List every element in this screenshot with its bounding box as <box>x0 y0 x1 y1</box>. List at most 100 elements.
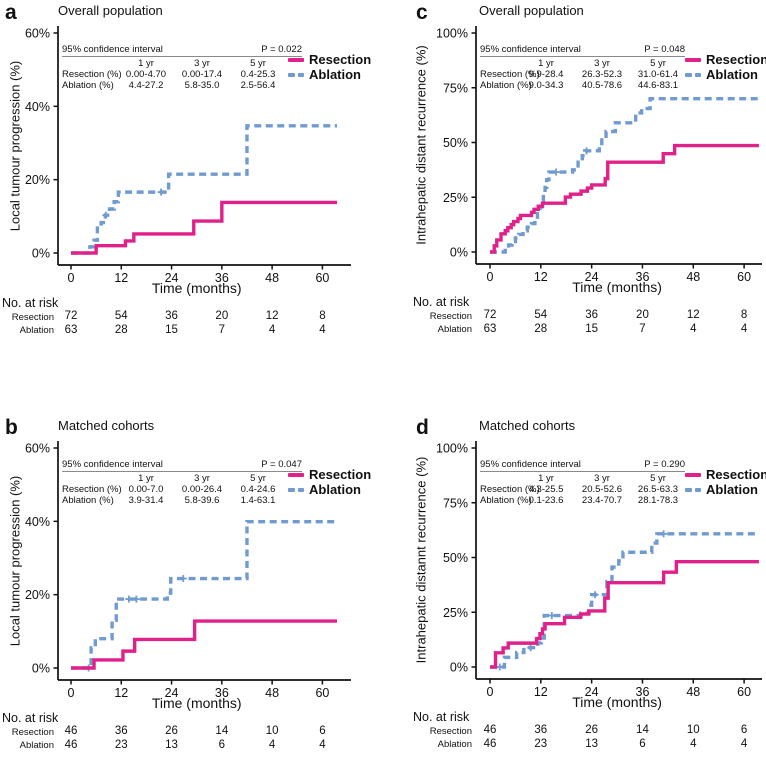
risk-count: 46 <box>483 737 497 750</box>
panel-title: Matched cohorts <box>58 418 155 433</box>
risk-table-title: No. at risk <box>413 295 470 309</box>
x-tick-label: 60 <box>315 271 329 285</box>
y-tick-label: 25% <box>443 191 468 205</box>
ci-row-label: Resection (%) <box>62 484 122 495</box>
risk-count: 20 <box>636 309 649 321</box>
dash <box>297 487 304 492</box>
p-value: P = 0.048 <box>644 44 685 55</box>
ci-table-header: 95% confidence interval <box>480 44 581 55</box>
risk-count: 28 <box>534 322 548 335</box>
curve-resection <box>71 200 338 255</box>
risk-count: 72 <box>483 309 497 321</box>
legend-item-resection: Resection <box>685 52 766 67</box>
risk-count: 54 <box>114 310 128 322</box>
x-tick-label: 48 <box>265 271 279 285</box>
ci-value: 0.00-26.4 <box>181 484 223 495</box>
ci-value: 28.1-78.3 <box>637 495 679 506</box>
risk-count: 28 <box>114 323 128 336</box>
risk-count: 12 <box>686 309 700 321</box>
legend-item-resection: Resection <box>685 467 766 482</box>
ci-value: 0.4-25.3 <box>240 69 276 80</box>
risk-count: 46 <box>483 724 497 736</box>
x-tick-label: 0 <box>68 271 75 285</box>
ci-row-label: Resection (%) <box>62 69 122 80</box>
ci-value: 40.5-78.6 <box>581 80 623 91</box>
risk-count: 23 <box>534 737 548 750</box>
panel-letter: d <box>416 416 429 439</box>
x-tick-label: 0 <box>68 686 75 700</box>
risk-count: 13 <box>585 737 599 750</box>
risk-row-label: Ablation <box>19 740 54 751</box>
legend-label: Ablation <box>309 482 361 497</box>
resection-line-swatch <box>288 472 304 477</box>
panel: b Matched cohorts Local tumour progressi… <box>0 379 383 758</box>
risk-table-title: No. at risk <box>2 296 59 310</box>
panel-title: Matched cohorts <box>479 418 576 433</box>
risk-count: 20 <box>215 310 229 322</box>
x-tick-label: 36 <box>636 270 650 284</box>
risk-count: 8 <box>319 310 326 322</box>
ci-column-header: 3 yr <box>594 473 610 484</box>
y-tick-label: 0% <box>450 246 468 260</box>
risk-count: 15 <box>165 323 178 336</box>
curve-ablation <box>490 97 759 254</box>
ci-value: 5.8-35.0 <box>184 80 220 91</box>
ci-value: 44.6-83.1 <box>637 80 679 91</box>
risk-count: 6 <box>218 738 226 751</box>
risk-count: 10 <box>265 725 279 737</box>
risk-count: 36 <box>114 725 128 737</box>
y-tick-label: 20% <box>25 588 50 602</box>
legend: Resection Ablation <box>288 467 371 497</box>
ci-value: 23.4-70.7 <box>581 495 623 506</box>
ci-value: 5.8-39.6 <box>184 495 220 506</box>
panel-letter: b <box>5 416 18 439</box>
x-tick-label: 48 <box>265 686 279 700</box>
dash <box>685 487 692 492</box>
ci-table-header: 95% confidence interval <box>480 459 581 470</box>
curve-resection <box>490 143 759 254</box>
panel: a Overall population Local tumour progre… <box>0 0 383 379</box>
resection-line-swatch <box>685 57 701 62</box>
x-axis-label: Time (months) <box>572 279 662 295</box>
risk-count: 4 <box>319 323 326 336</box>
risk-count: 4 <box>690 737 697 750</box>
x-tick-label: 12 <box>534 270 548 284</box>
risk-count: 54 <box>534 309 548 321</box>
ci-table: 95% confidence interval P = 0.047 1 yr 3 … <box>62 459 302 507</box>
panel-letter: c <box>416 1 428 24</box>
x-tick-label: 24 <box>585 685 599 699</box>
ci-column-header: 1 yr <box>538 473 554 484</box>
x-tick-label: 36 <box>636 685 650 699</box>
ci-value: 2.5-56.4 <box>240 80 276 91</box>
dash <box>694 72 701 77</box>
legend-item-resection: Resection <box>288 467 371 482</box>
x-tick-label: 12 <box>114 686 128 700</box>
ci-value: 9.9-28.4 <box>528 69 564 80</box>
legend-item-ablation: Ablation <box>288 482 371 497</box>
y-tick-label: 50% <box>443 136 468 150</box>
ci-column-header: 3 yr <box>194 58 210 69</box>
dash <box>685 72 692 77</box>
risk-count: 36 <box>534 724 548 736</box>
legend-label: Resection <box>706 467 766 482</box>
x-tick-label: 0 <box>487 270 494 284</box>
ci-value: 20.5-52.6 <box>581 484 623 495</box>
x-tick-label: 0 <box>487 685 494 699</box>
dash <box>288 487 295 492</box>
legend-item-resection: Resection <box>288 52 371 67</box>
x-axis-label: Time (months) <box>151 695 242 711</box>
ci-table-rule <box>62 56 302 57</box>
curve-resection <box>71 619 338 670</box>
curve-resection <box>490 559 759 669</box>
dash <box>297 72 304 77</box>
legend-label: Ablation <box>706 67 758 82</box>
risk-count: 23 <box>114 738 128 751</box>
risk-count: 4 <box>268 323 276 336</box>
x-tick-label: 60 <box>737 685 751 699</box>
plot-area: 0% 25% 50% 75% 100% 0 12 24 36 48 60 <box>436 441 762 699</box>
y-tick-label: 0% <box>450 661 468 675</box>
risk-count: 14 <box>215 725 229 737</box>
risk-count: 4 <box>690 322 697 335</box>
risk-count: 26 <box>585 724 599 736</box>
